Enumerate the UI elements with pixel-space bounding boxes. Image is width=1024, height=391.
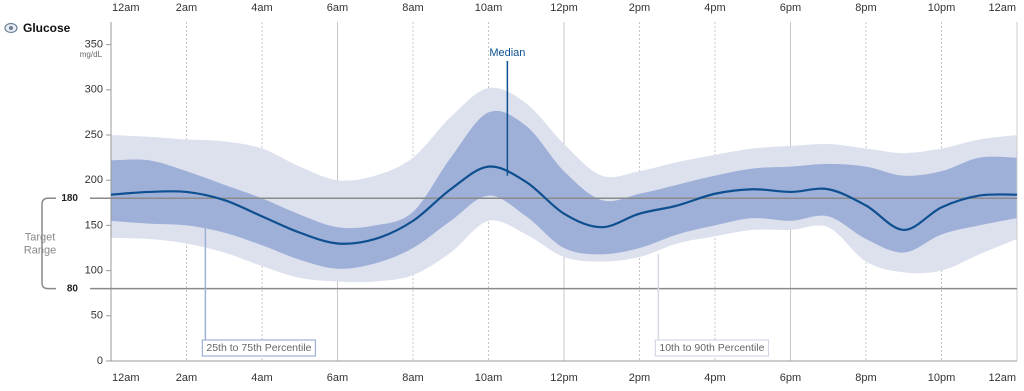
y-tick-label: 100 (85, 265, 103, 277)
percentile-band (111, 110, 1017, 269)
x-tick-label-top: 10am (475, 2, 503, 14)
band-label-box (201, 339, 317, 357)
y-tick-label: 0 (97, 355, 103, 367)
x-tick-label-top: 6pm (780, 2, 801, 14)
x-tick-label: 8am (402, 372, 423, 384)
target-range-line: Target (25, 231, 56, 243)
x-tick-label: 6am (327, 372, 348, 384)
chart-title: Glucose (23, 21, 71, 35)
median-line (110, 165, 1018, 245)
x-tick-label-top: 8am (402, 2, 423, 14)
x-tick-label: 8pm (855, 372, 876, 384)
y-tick-label: 300 (85, 84, 103, 96)
band-label: 10th to 90th Percentile (659, 342, 764, 354)
x-tick-label: 10am (475, 372, 503, 384)
x-tick-label-top: 12am (112, 2, 140, 14)
target-range-label: Target Range (24, 231, 56, 256)
median-label: Median (489, 47, 525, 59)
title-icon (4, 22, 18, 34)
target-high-label: 180 (61, 193, 78, 204)
y-tick-label: 150 (85, 219, 103, 231)
band-label-box (654, 339, 770, 357)
target-bracket (41, 197, 56, 290)
x-tick-label: 12am (112, 372, 140, 384)
target-low-label: 80 (67, 283, 79, 294)
x-tick-label-top: 8pm (855, 2, 876, 14)
target-range-line: Range (24, 244, 56, 256)
x-tick-label: 4pm (704, 372, 725, 384)
x-tick-label-top: 12am (988, 2, 1016, 14)
x-tick-label-top: 10pm (928, 2, 956, 14)
y-tick-label: 350 (85, 39, 103, 51)
x-tick-label: 4am (251, 372, 272, 384)
x-tick-label-top: 2am (176, 2, 197, 14)
band-label: 25th to 75th Percentile (206, 342, 311, 354)
x-tick-label: 6pm (780, 372, 801, 384)
y-tick-label: 250 (85, 129, 103, 141)
x-tick-label: 10pm (928, 372, 956, 384)
x-tick-label-top: 4am (251, 2, 272, 14)
x-tick-label-top: 4pm (704, 2, 725, 14)
x-tick-label: 2am (176, 372, 197, 384)
x-tick-label-top: 6am (327, 2, 348, 14)
y-unit: mg/dL (80, 50, 103, 59)
x-tick-label: 12am (988, 372, 1016, 384)
y-tick-label: 50 (91, 310, 103, 322)
y-tick-label: 200 (85, 174, 103, 186)
x-tick-label-top: 12pm (550, 2, 578, 14)
x-tick-label: 2pm (629, 372, 650, 384)
x-tick-label: 12pm (550, 372, 578, 384)
x-tick-label-top: 2pm (629, 2, 650, 14)
